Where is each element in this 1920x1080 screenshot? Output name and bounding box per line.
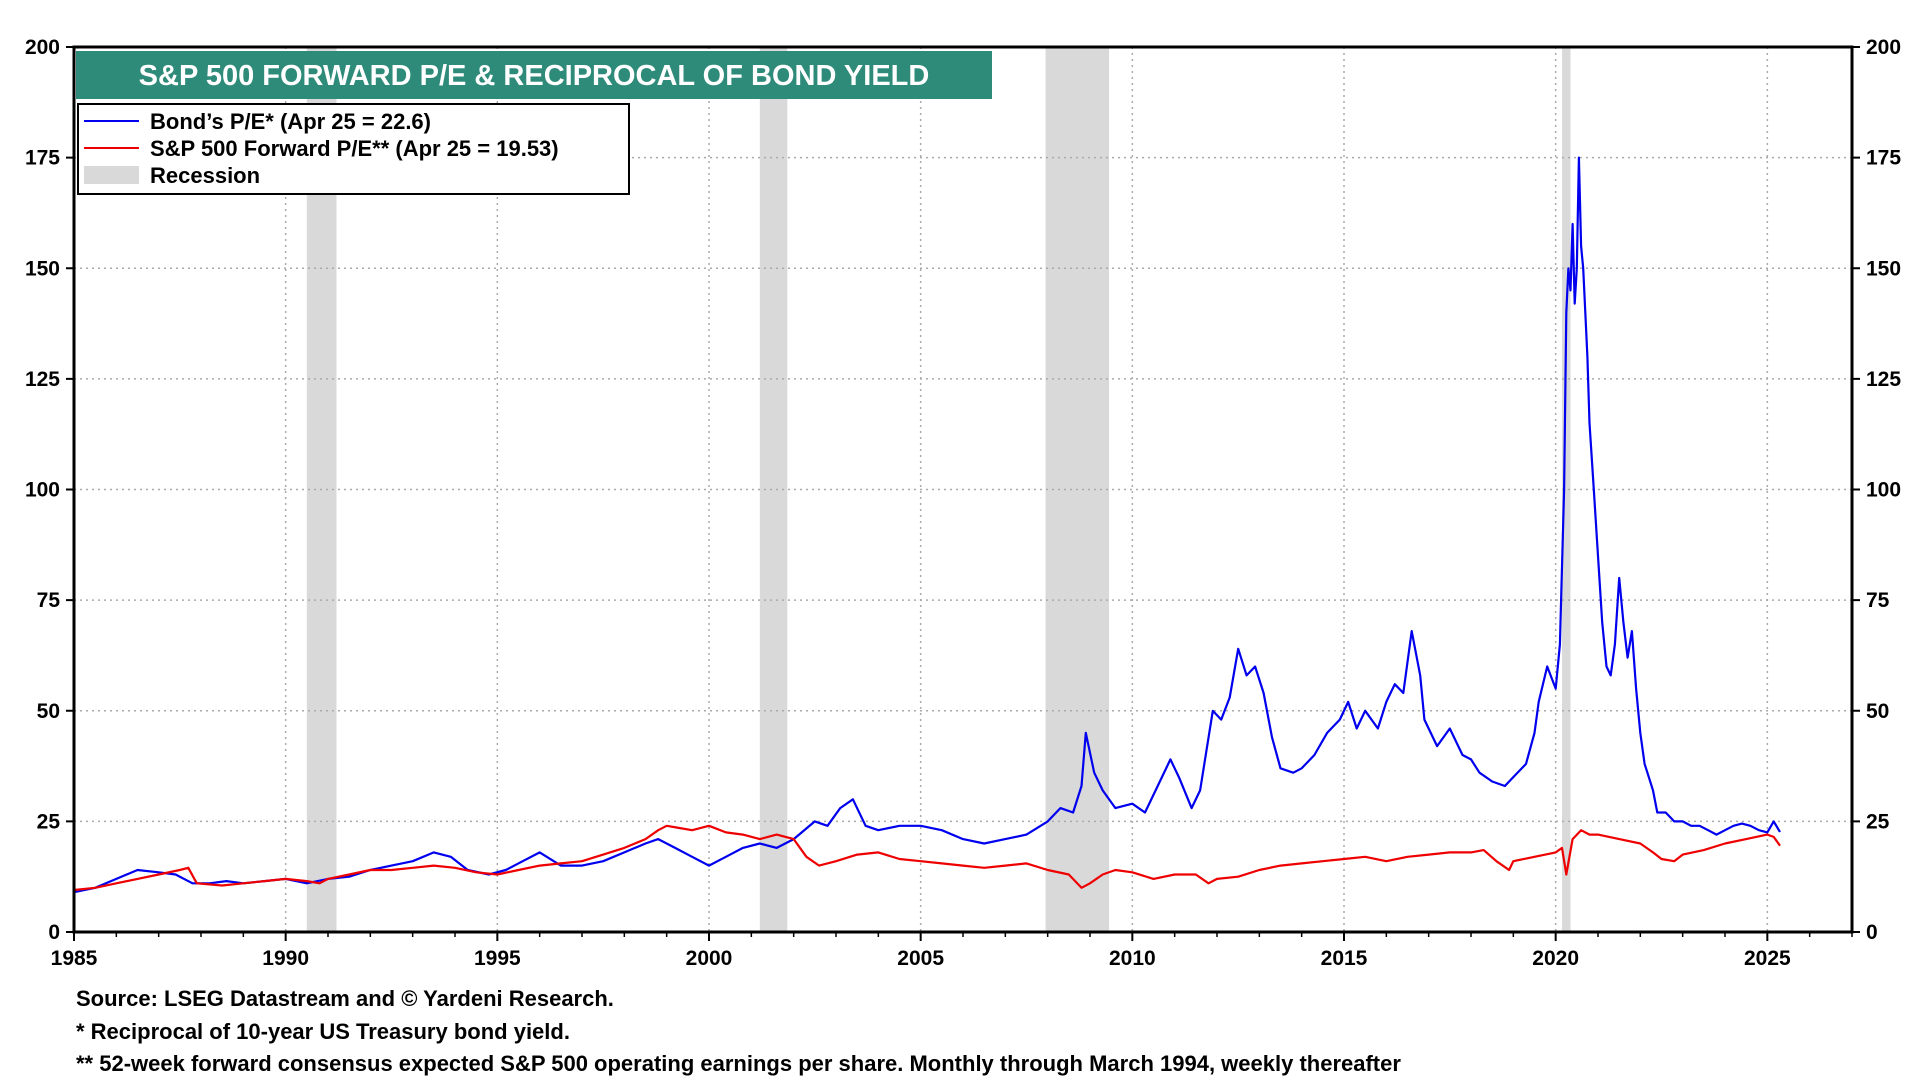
x-tick-label-2010: 2010	[1109, 947, 1156, 970]
x-tick-label-2025: 2025	[1744, 947, 1791, 970]
legend-swatch-recession	[84, 166, 139, 184]
x-tick-label-2020: 2020	[1532, 947, 1579, 970]
y-axis-left: 0 25 50 75 100 125 150 175 200	[25, 36, 74, 944]
y-tick-label-left-200: 200	[25, 36, 60, 59]
legend-label-sp500: S&P 500 Forward P/E** (Apr 25 = 19.53)	[150, 136, 559, 161]
legend-label-recession: Recession	[150, 163, 260, 188]
y-tick-label-right-50: 50	[1866, 700, 1889, 723]
source-note: Source: LSEG Datastream and © Yardeni Re…	[76, 986, 614, 1011]
series-line-sp500-forward-pe	[73, 824, 1781, 892]
legend-label-bond: Bond’s P/E* (Apr 25 = 22.6)	[150, 109, 431, 134]
x-tick-label-1990: 1990	[262, 947, 309, 970]
y-tick-label-left-175: 175	[25, 147, 60, 170]
series-lines	[73, 156, 1781, 894]
chart-title: S&P 500 FORWARD P/E & RECIPROCAL OF BOND…	[139, 60, 930, 92]
y-tick-label-left-100: 100	[25, 479, 60, 502]
recession-band-3	[1562, 47, 1571, 932]
x-axis: 1985 1990 1995 2000 2005 2010 2015 2020 2025	[51, 932, 1853, 970]
y-tick-label-right-125: 125	[1866, 368, 1901, 391]
y-tick-label-right-25: 25	[1866, 810, 1890, 833]
y-tick-label-left-0: 0	[48, 921, 60, 944]
x-tick-label-1995: 1995	[474, 947, 521, 970]
footnote-2: ** 52-week forward consensus expected S&…	[76, 1051, 1401, 1076]
y-tick-label-right-0: 0	[1866, 921, 1878, 944]
footnote-1: * Reciprocal of 10-year US Treasury bond…	[76, 1019, 570, 1044]
y-tick-label-right-175: 175	[1866, 147, 1901, 170]
x-tick-label-2000: 2000	[686, 947, 733, 970]
y-axis-right: 0 25 50 75 100 125 150 175 200	[1852, 36, 1901, 944]
x-tick-label-2015: 2015	[1321, 947, 1368, 970]
y-tick-label-left-50: 50	[37, 700, 60, 723]
y-tick-label-left-150: 150	[25, 257, 60, 280]
y-tick-label-left-125: 125	[25, 368, 60, 391]
grid-lines	[74, 47, 1852, 932]
x-tick-label-2005: 2005	[897, 947, 944, 970]
y-tick-label-right-150: 150	[1866, 257, 1901, 280]
y-tick-label-right-75: 75	[1866, 589, 1890, 612]
y-tick-label-left-25: 25	[37, 810, 61, 833]
y-tick-label-right-200: 200	[1866, 36, 1901, 59]
title-banner	[76, 51, 992, 99]
y-tick-label-left-75: 75	[37, 589, 61, 612]
legend: Bond’s P/E* (Apr 25 = 22.6) S&P 500 Forw…	[77, 103, 630, 195]
series-line-bond-pe	[73, 156, 1781, 894]
y-tick-label-right-100: 100	[1866, 479, 1901, 502]
legend-box	[77, 103, 630, 195]
x-tick-label-1985: 1985	[51, 947, 98, 970]
